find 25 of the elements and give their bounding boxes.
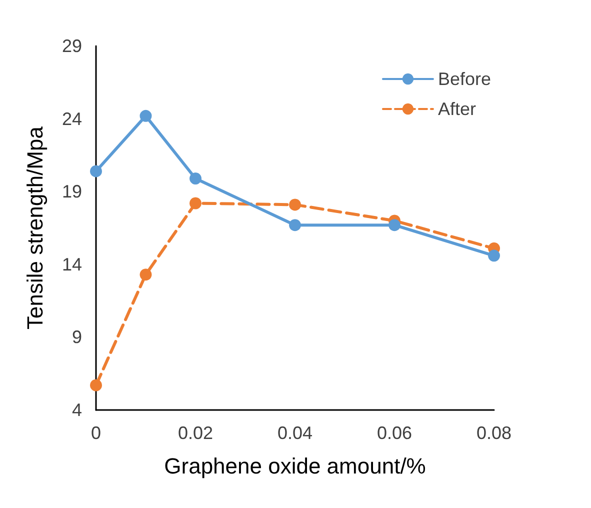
- y-tick-label: 14: [62, 254, 82, 274]
- point: [190, 197, 202, 210]
- x-tick-label: 0.06: [376, 423, 412, 443]
- point: [388, 219, 400, 232]
- point: [140, 110, 152, 122]
- x-tick-label: 0.04: [277, 423, 313, 443]
- point: [190, 172, 202, 184]
- x-axis-title: Graphene oxide amount/%: [164, 454, 426, 478]
- y-tick-label: 4: [72, 400, 82, 420]
- y-tick-label: 29: [62, 36, 82, 56]
- point: [289, 198, 301, 211]
- y-tick-label: 19: [62, 182, 82, 202]
- point: [90, 165, 102, 178]
- legend-label: Before: [438, 69, 492, 89]
- x-tick-label: 0.08: [476, 423, 512, 443]
- y-axis-title: Tensile strength/Mpa: [22, 126, 48, 330]
- point: [289, 219, 301, 232]
- legend-label: After: [438, 99, 476, 119]
- point: [140, 268, 152, 281]
- x-tick-label: 0: [90, 423, 102, 443]
- y-tick-label: 24: [62, 108, 82, 129]
- y-tick-label: 9: [72, 327, 82, 348]
- point: [90, 379, 102, 392]
- x-tick-label: 0.02: [178, 423, 214, 443]
- point: [488, 250, 500, 262]
